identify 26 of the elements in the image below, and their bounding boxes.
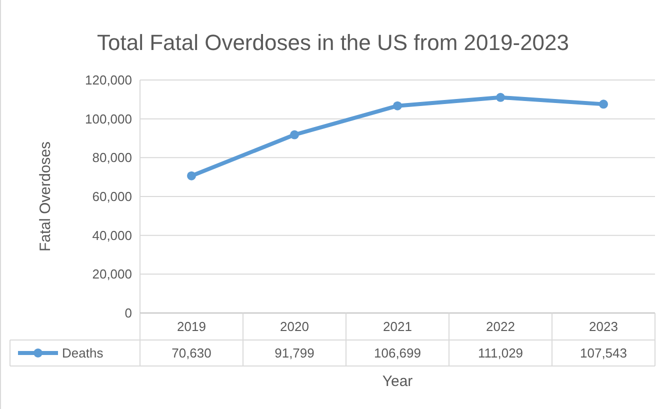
point — [290, 130, 299, 140]
legend-label: Deaths — [62, 346, 104, 361]
data-label: 107,543 — [580, 346, 627, 361]
x-tick-label: 2020 — [280, 319, 309, 334]
x-tick-label: 2022 — [486, 319, 515, 334]
data-label: 91,799 — [274, 346, 314, 361]
chart-title: Total Fatal Overdoses in the US from 2019-2023 — [96, 30, 570, 55]
point — [599, 100, 608, 109]
y-tick-label: 60,000 — [92, 189, 132, 204]
y-tick-label: 20,000 — [92, 266, 132, 282]
y-tick-label: 0 — [124, 306, 132, 321]
data-label: 106,699 — [374, 346, 421, 361]
y-tick-label: 80,000 — [92, 150, 132, 166]
x-tick-label: 2023 — [589, 319, 618, 334]
y-axis-title: Fatal Overdoses — [37, 141, 54, 252]
data-label: 111,029 — [478, 346, 524, 361]
y-tick-label: 40,000 — [92, 228, 132, 243]
y-tick-label: 100,000 — [85, 111, 132, 126]
point — [187, 171, 196, 180]
x-axis-title: Year — [382, 373, 413, 390]
point — [393, 101, 402, 110]
data-label: 70,630 — [172, 346, 212, 361]
x-tick-label: 2019 — [177, 319, 206, 334]
x-tick-label: 2021 — [383, 319, 412, 334]
point — [496, 92, 505, 102]
y-tick-label: 120,000 — [85, 72, 132, 88]
